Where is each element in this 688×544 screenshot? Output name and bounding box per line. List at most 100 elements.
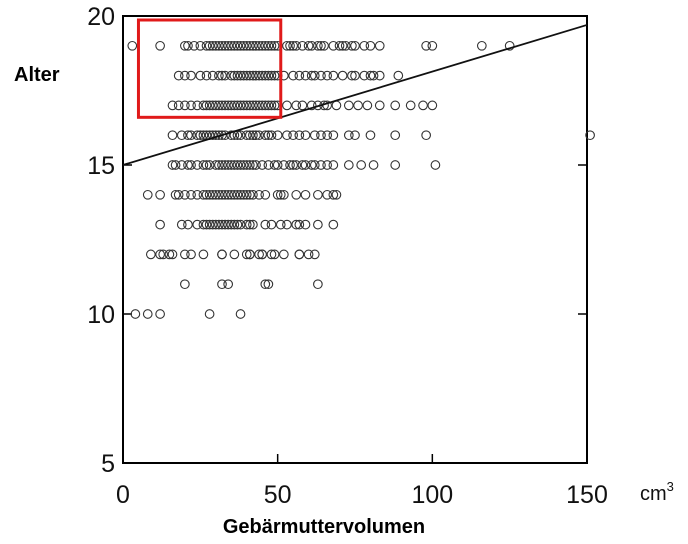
data-point bbox=[248, 189, 258, 200]
data-point bbox=[170, 160, 181, 170]
data-point bbox=[229, 70, 240, 81]
data-point bbox=[223, 279, 234, 290]
data-point bbox=[241, 249, 252, 260]
data-point bbox=[248, 219, 258, 230]
data-point bbox=[235, 219, 246, 230]
data-point bbox=[266, 40, 277, 51]
data-point bbox=[316, 70, 326, 81]
data-point bbox=[297, 100, 308, 111]
data-point bbox=[350, 70, 360, 81]
data-point bbox=[214, 160, 224, 170]
data-point bbox=[266, 130, 277, 141]
data-point bbox=[288, 70, 298, 81]
data-point bbox=[390, 100, 401, 111]
data-point bbox=[343, 160, 354, 170]
data-points bbox=[127, 40, 595, 319]
data-point bbox=[210, 40, 221, 51]
data-point bbox=[195, 130, 206, 141]
data-point bbox=[204, 100, 215, 111]
data-point bbox=[238, 40, 249, 51]
y-axis-title: Alter bbox=[14, 64, 60, 86]
data-point bbox=[167, 130, 178, 141]
data-point bbox=[282, 130, 292, 141]
data-point bbox=[328, 160, 339, 170]
data-point bbox=[368, 70, 379, 81]
data-point bbox=[248, 160, 258, 170]
data-point bbox=[223, 219, 234, 230]
data-point bbox=[350, 130, 360, 141]
data-point bbox=[195, 70, 206, 81]
data-point bbox=[300, 130, 311, 141]
data-point bbox=[186, 249, 196, 260]
data-point bbox=[254, 70, 264, 81]
data-point bbox=[356, 160, 367, 170]
data-point bbox=[254, 40, 264, 51]
data-point bbox=[288, 40, 298, 51]
data-point bbox=[192, 219, 203, 230]
data-point bbox=[282, 219, 292, 230]
data-point bbox=[260, 100, 271, 111]
data-point bbox=[220, 219, 230, 230]
data-point bbox=[235, 100, 246, 111]
data-point bbox=[198, 189, 209, 200]
data-point bbox=[282, 100, 292, 111]
data-point bbox=[347, 40, 357, 51]
data-point bbox=[201, 189, 212, 200]
data-point bbox=[306, 160, 317, 170]
data-point bbox=[217, 279, 227, 290]
data-point bbox=[266, 70, 277, 81]
data-point bbox=[244, 160, 255, 170]
data-point bbox=[316, 40, 326, 51]
data-point bbox=[322, 189, 333, 200]
data-point bbox=[322, 160, 333, 170]
data-point bbox=[183, 40, 193, 51]
data-point bbox=[328, 40, 339, 51]
data-point bbox=[257, 100, 268, 111]
data-point bbox=[285, 40, 295, 51]
data-point bbox=[223, 160, 234, 170]
highlight-box bbox=[136, 18, 283, 119]
data-point bbox=[263, 40, 274, 51]
data-point bbox=[248, 70, 258, 81]
data-point bbox=[430, 160, 441, 170]
data-point bbox=[241, 130, 252, 141]
data-point bbox=[421, 40, 431, 51]
data-point bbox=[244, 70, 255, 81]
data-point bbox=[192, 160, 203, 170]
data-point bbox=[254, 100, 264, 111]
data-point bbox=[263, 130, 274, 141]
data-point bbox=[155, 189, 165, 200]
data-point bbox=[164, 249, 175, 260]
data-point bbox=[235, 309, 246, 319]
data-point bbox=[427, 40, 438, 51]
data-point bbox=[405, 100, 416, 111]
data-point bbox=[186, 130, 196, 141]
data-point bbox=[226, 219, 237, 230]
data-point bbox=[180, 189, 190, 200]
data-point bbox=[365, 40, 376, 51]
data-point bbox=[220, 70, 230, 81]
data-point bbox=[186, 160, 196, 170]
data-point bbox=[300, 189, 311, 200]
data-point bbox=[170, 189, 181, 200]
data-point bbox=[303, 40, 314, 51]
axis-ticks bbox=[122, 15, 588, 464]
x-axis-unit: cm3 bbox=[640, 479, 674, 505]
data-point bbox=[238, 70, 249, 81]
data-point bbox=[390, 130, 401, 141]
data-point bbox=[155, 249, 165, 260]
plot-frame bbox=[122, 15, 588, 464]
data-point bbox=[316, 160, 326, 170]
data-point bbox=[198, 130, 209, 141]
data-point bbox=[232, 40, 243, 51]
data-point bbox=[210, 189, 221, 200]
data-point bbox=[223, 40, 234, 51]
data-point bbox=[257, 40, 268, 51]
data-point bbox=[235, 40, 246, 51]
data-point bbox=[251, 130, 261, 141]
data-point bbox=[254, 249, 264, 260]
data-point bbox=[263, 160, 274, 170]
data-point bbox=[279, 160, 289, 170]
data-point bbox=[337, 70, 348, 81]
data-point bbox=[248, 130, 258, 141]
